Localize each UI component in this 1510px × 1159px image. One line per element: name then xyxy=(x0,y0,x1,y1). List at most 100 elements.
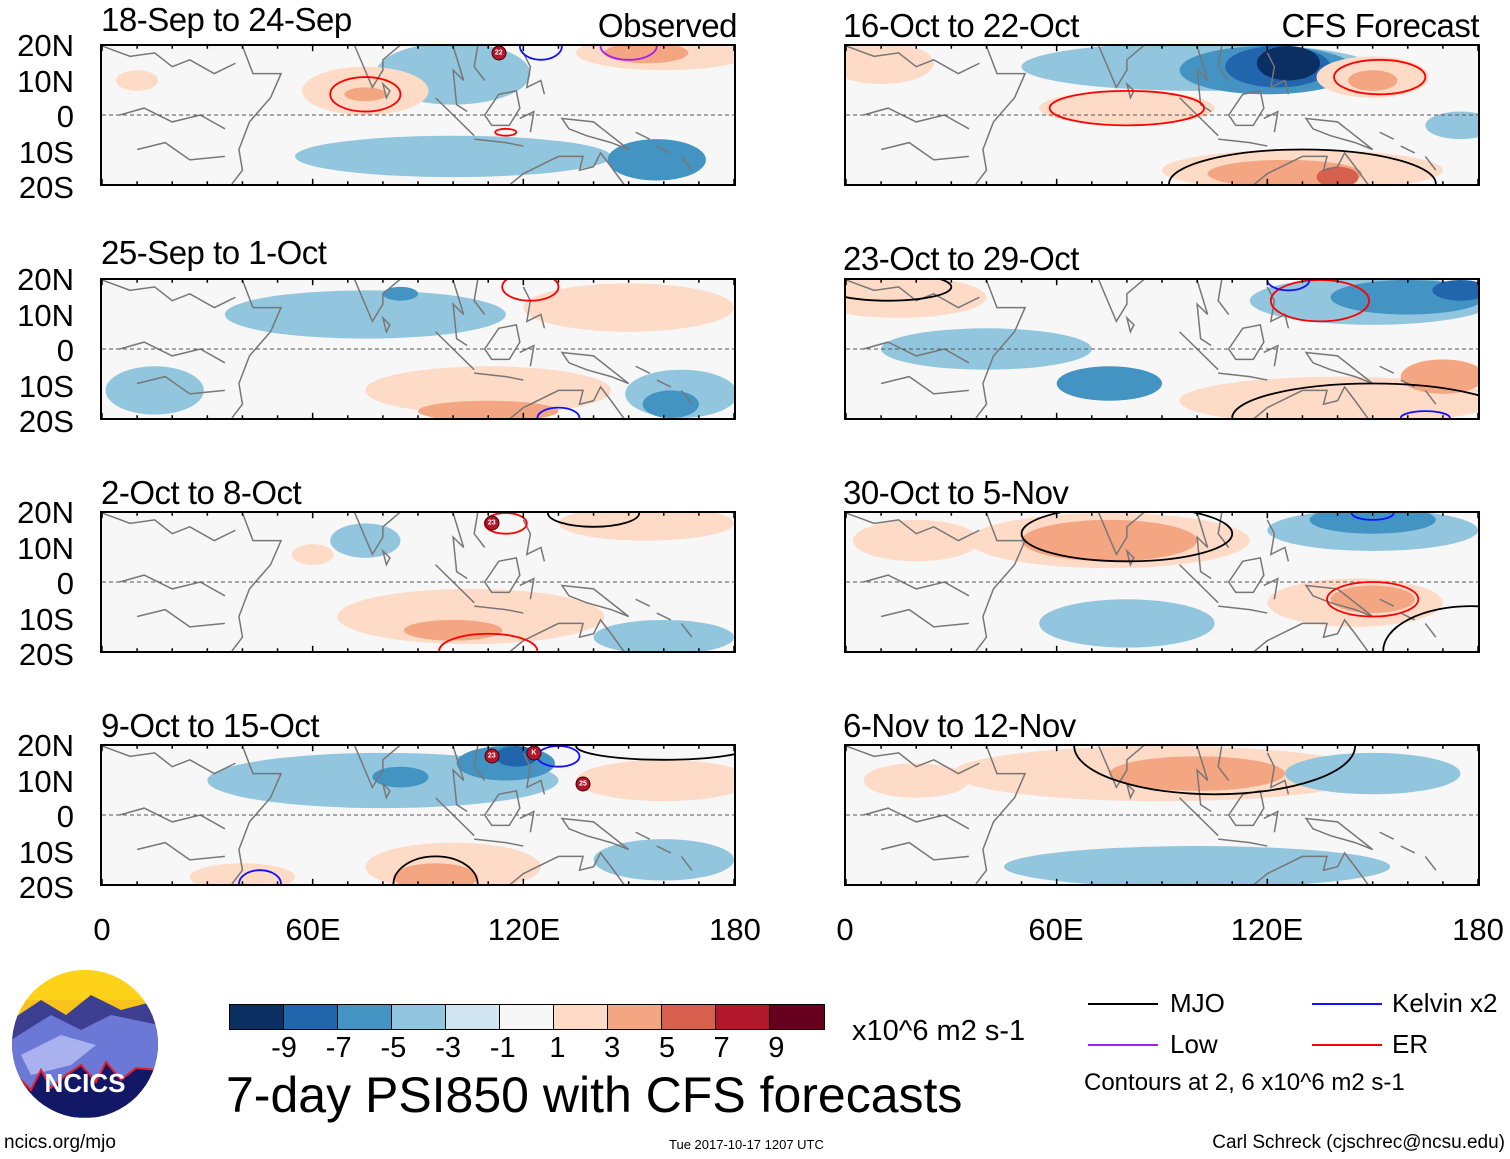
coastline xyxy=(502,153,628,184)
anomaly-shading xyxy=(403,619,503,641)
legend-label-mjo: MJO xyxy=(1170,988,1225,1018)
colorbar-swatch xyxy=(392,1005,446,1029)
anomaly-shading xyxy=(1316,166,1359,184)
colorbar-label: 7 xyxy=(713,1032,730,1064)
coastline xyxy=(1218,112,1278,147)
panel-title-3: 25-Sep to 1-Oct xyxy=(101,234,327,271)
lon-label: 0 xyxy=(93,912,111,947)
anomaly-shading xyxy=(393,863,478,884)
panel-title-8: 6-Nov to 12-Nov xyxy=(843,707,1076,744)
lat-label: 20N xyxy=(17,728,74,763)
coastline xyxy=(1229,91,1264,126)
panel-title-5: 2-Oct to 8-Oct xyxy=(101,474,302,511)
coastline xyxy=(846,280,979,308)
coastline xyxy=(502,853,628,884)
footer-timestamp: Tue 2017-10-17 1207 UTC xyxy=(669,1137,824,1152)
coastline xyxy=(864,342,969,394)
storm-marker: 23 xyxy=(484,748,500,764)
map-panel: 23 xyxy=(100,511,736,653)
coastline xyxy=(1197,746,1211,812)
coastline xyxy=(474,746,485,781)
anomaly-shading xyxy=(1004,846,1391,884)
coastline xyxy=(1127,784,1134,798)
storm-marker: 22 xyxy=(491,45,507,61)
map-panel xyxy=(844,744,1480,886)
panel-title-7: 9-Oct to 15-Oct xyxy=(101,707,320,744)
lat-label: 0 xyxy=(56,799,74,834)
lat-label: 20S xyxy=(18,637,74,672)
contour-kelvin xyxy=(520,46,562,60)
colorbar-label: -9 xyxy=(271,1032,297,1064)
anomaly-shading xyxy=(365,366,612,415)
coastline xyxy=(1085,746,1152,787)
anomaly-shading xyxy=(295,135,612,178)
lon-label: 180 xyxy=(1452,912,1504,947)
colorbar-swatch xyxy=(716,1005,770,1029)
contour-kelvin xyxy=(537,408,579,418)
coastline xyxy=(523,753,544,794)
lat-label: 10S xyxy=(18,601,74,637)
lat-label: 20N xyxy=(17,495,74,530)
anomaly-shading xyxy=(853,519,980,562)
coastline xyxy=(474,513,485,548)
anomaly-shading xyxy=(344,87,387,102)
coastline xyxy=(1197,280,1211,346)
lat-label: 20S xyxy=(18,870,74,905)
coastline xyxy=(453,513,467,579)
coastline xyxy=(341,746,408,787)
anomaly-shading xyxy=(382,286,418,301)
colorbar xyxy=(229,1004,825,1030)
anomaly-shading xyxy=(330,523,401,558)
anomaly-shading xyxy=(372,766,429,788)
lon-label: 180 xyxy=(709,912,761,947)
coastline xyxy=(1306,118,1373,149)
anomaly-shading xyxy=(291,544,334,565)
map-panel xyxy=(844,511,1480,653)
contour-mjo xyxy=(1232,384,1478,419)
anomaly-shading xyxy=(576,759,734,802)
coastline xyxy=(976,280,1025,418)
coastline xyxy=(1267,53,1288,94)
coastline xyxy=(523,287,544,328)
footer-url[interactable]: ncics.org/mjo xyxy=(4,1132,116,1153)
coastline xyxy=(1306,352,1373,383)
coastline xyxy=(1180,565,1219,603)
anomaly-shading xyxy=(523,283,734,332)
lat-label: 0 xyxy=(56,333,74,368)
anomaly-shading xyxy=(1179,376,1478,418)
anomaly-shading xyxy=(1330,585,1415,614)
coastline xyxy=(232,46,281,184)
contour-er xyxy=(1271,280,1369,321)
coastline xyxy=(1267,753,1288,794)
coastline xyxy=(1246,620,1372,651)
coastline xyxy=(383,784,390,798)
anomaly-shading xyxy=(1021,519,1198,562)
storm-marker: K xyxy=(526,745,542,761)
coastline xyxy=(1085,513,1152,554)
colorbar-swatch xyxy=(446,1005,500,1029)
lat-label: 10N xyxy=(17,763,74,799)
colorbar-label: -1 xyxy=(489,1032,516,1064)
legend-line-mjo xyxy=(1088,1003,1158,1005)
anomaly-shading xyxy=(105,366,204,415)
coastline xyxy=(232,280,281,418)
coastline xyxy=(636,599,692,637)
footer-credit: Carl Schreck (cjschrec@ncsu.edu) xyxy=(1212,1132,1505,1153)
coastline xyxy=(341,513,408,554)
contour-kelvin xyxy=(1352,513,1394,520)
coastline xyxy=(485,91,520,126)
coastline xyxy=(453,746,467,812)
anomaly-shading xyxy=(1425,111,1478,140)
colorbar-swatch xyxy=(770,1005,824,1029)
anomaly-shading xyxy=(116,70,159,91)
contour-mjo xyxy=(576,746,734,760)
coastline xyxy=(976,513,1025,651)
contour-low xyxy=(601,46,657,60)
coastline xyxy=(1085,46,1152,87)
anomaly-shading xyxy=(863,763,969,798)
coastline xyxy=(1246,387,1372,418)
coastline xyxy=(1246,153,1372,184)
contour-er xyxy=(495,129,516,136)
anomaly-shading xyxy=(1432,280,1478,301)
panel-title-1: 18-Sep to 24-Sep xyxy=(101,1,352,38)
